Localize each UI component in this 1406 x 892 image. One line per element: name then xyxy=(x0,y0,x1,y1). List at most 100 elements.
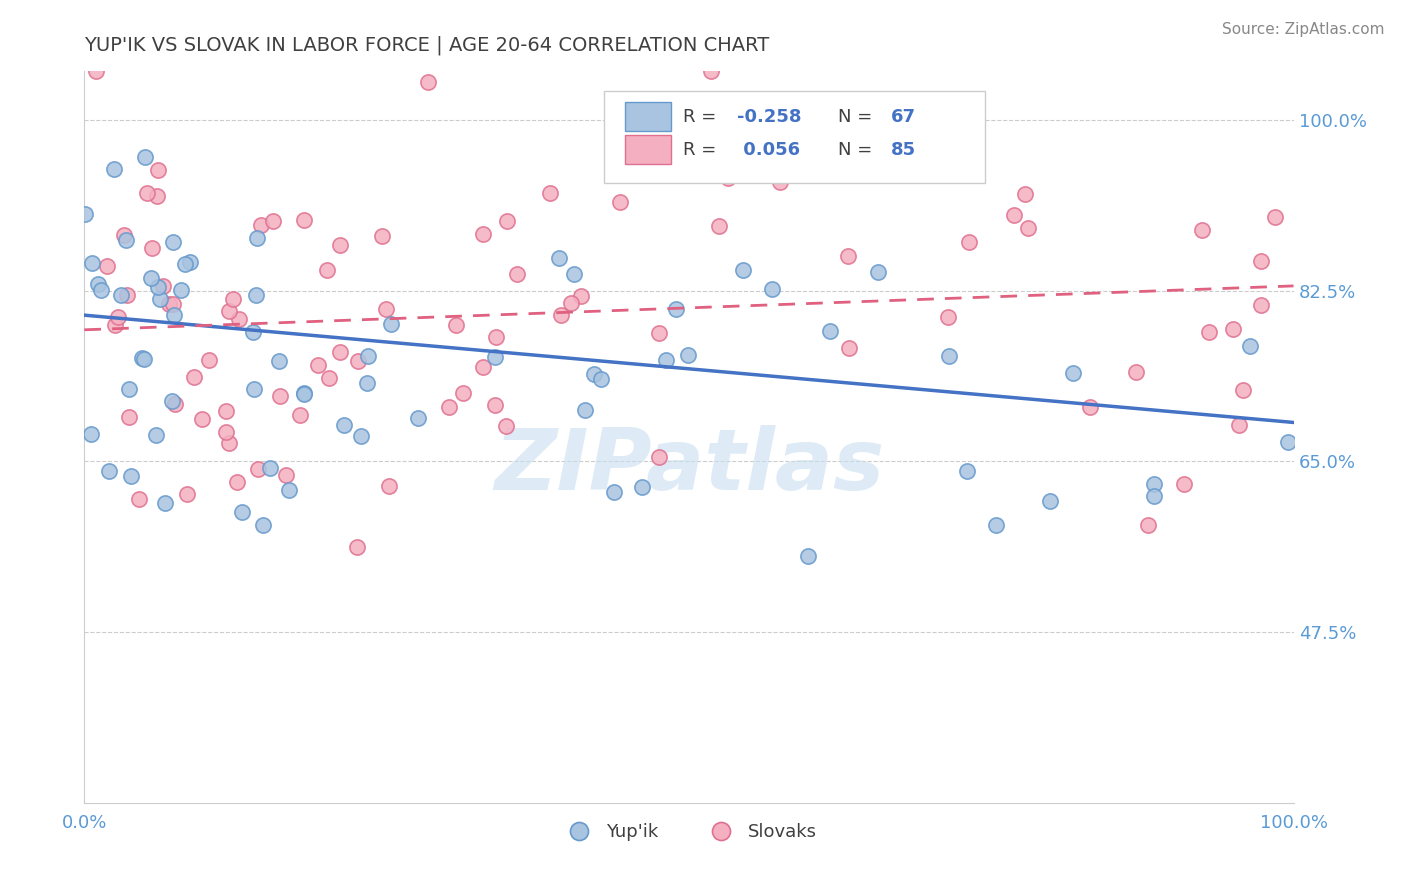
Point xyxy=(134,150,156,164)
Point xyxy=(197,352,219,367)
Point xyxy=(246,462,269,476)
Point xyxy=(103,161,125,176)
Point xyxy=(176,487,198,501)
Point xyxy=(648,450,671,464)
Point xyxy=(259,460,281,475)
Point xyxy=(1143,477,1166,491)
Point xyxy=(153,496,176,510)
Point xyxy=(472,359,495,374)
Point xyxy=(550,308,572,322)
Point xyxy=(453,385,475,400)
Point xyxy=(84,64,107,78)
Point xyxy=(761,282,783,296)
Point xyxy=(956,463,979,477)
Point xyxy=(374,301,396,316)
Point xyxy=(1078,400,1101,414)
Point xyxy=(307,358,329,372)
Point xyxy=(676,348,699,362)
Point xyxy=(484,330,506,344)
Point xyxy=(128,491,150,506)
Point xyxy=(733,262,755,277)
Legend: Yup'ik, Slovaks: Yup'ik, Slovaks xyxy=(554,816,824,848)
Point xyxy=(347,354,370,368)
Point xyxy=(107,310,129,324)
Point xyxy=(183,370,205,384)
Point xyxy=(938,349,960,363)
Point xyxy=(1017,220,1039,235)
Point xyxy=(145,189,167,203)
Point xyxy=(1222,322,1244,336)
Point xyxy=(276,467,298,482)
Point xyxy=(131,351,153,365)
Point xyxy=(214,425,236,440)
Point xyxy=(1143,489,1166,503)
Text: 67: 67 xyxy=(891,108,915,126)
Point xyxy=(495,419,517,434)
Point xyxy=(349,429,371,443)
Point xyxy=(648,326,671,340)
Point xyxy=(797,549,820,564)
Point xyxy=(1002,208,1025,222)
Point xyxy=(288,408,311,422)
Point xyxy=(446,318,468,332)
Text: R =: R = xyxy=(683,108,721,126)
Text: YUP'IK VS SLOVAK IN LABOR FORCE | AGE 20-64 CORRELATION CHART: YUP'IK VS SLOVAK IN LABOR FORCE | AGE 20… xyxy=(84,36,769,55)
Bar xyxy=(624,102,671,131)
Point xyxy=(146,279,169,293)
Text: 85: 85 xyxy=(891,141,915,159)
Point xyxy=(1198,325,1220,339)
Point xyxy=(986,517,1008,532)
Point xyxy=(1239,339,1261,353)
Point xyxy=(1250,297,1272,311)
Text: ZIPatlas: ZIPatlas xyxy=(494,425,884,508)
Point xyxy=(148,163,170,178)
Point xyxy=(277,483,299,497)
Point xyxy=(548,252,571,266)
Point xyxy=(228,311,250,326)
Point xyxy=(222,293,245,307)
Point xyxy=(1232,384,1254,398)
Text: -0.258: -0.258 xyxy=(737,108,801,126)
Text: Source: ZipAtlas.com: Source: ZipAtlas.com xyxy=(1222,22,1385,37)
Point xyxy=(292,387,315,401)
Point xyxy=(110,288,132,302)
Point xyxy=(174,257,197,271)
Point xyxy=(329,238,352,252)
Point xyxy=(700,64,723,78)
Point xyxy=(112,228,135,243)
Point xyxy=(560,296,582,310)
Point xyxy=(582,368,605,382)
Point xyxy=(378,479,401,493)
Point xyxy=(496,213,519,227)
Point xyxy=(170,283,193,297)
Point xyxy=(484,350,506,364)
Point xyxy=(80,427,103,442)
Point xyxy=(665,302,688,317)
Point xyxy=(356,376,378,390)
Point xyxy=(315,263,337,277)
Point xyxy=(242,382,264,396)
Text: N =: N = xyxy=(838,108,877,126)
Point xyxy=(472,227,495,242)
Point xyxy=(262,214,284,228)
Text: N =: N = xyxy=(838,141,877,159)
Point xyxy=(1173,477,1195,491)
Point xyxy=(506,267,529,281)
Point xyxy=(1250,253,1272,268)
Point xyxy=(179,255,201,269)
Point xyxy=(226,475,249,489)
Point xyxy=(538,186,561,200)
Point xyxy=(141,241,163,255)
Point xyxy=(252,518,274,533)
Point xyxy=(245,287,267,301)
Point xyxy=(654,353,676,368)
FancyBboxPatch shape xyxy=(605,91,986,183)
Point xyxy=(87,277,110,291)
Point xyxy=(357,349,380,363)
Point xyxy=(333,417,356,432)
Point xyxy=(1014,186,1036,201)
Point xyxy=(231,505,253,519)
Point xyxy=(104,318,127,332)
Point xyxy=(406,411,429,425)
Point xyxy=(118,410,141,425)
